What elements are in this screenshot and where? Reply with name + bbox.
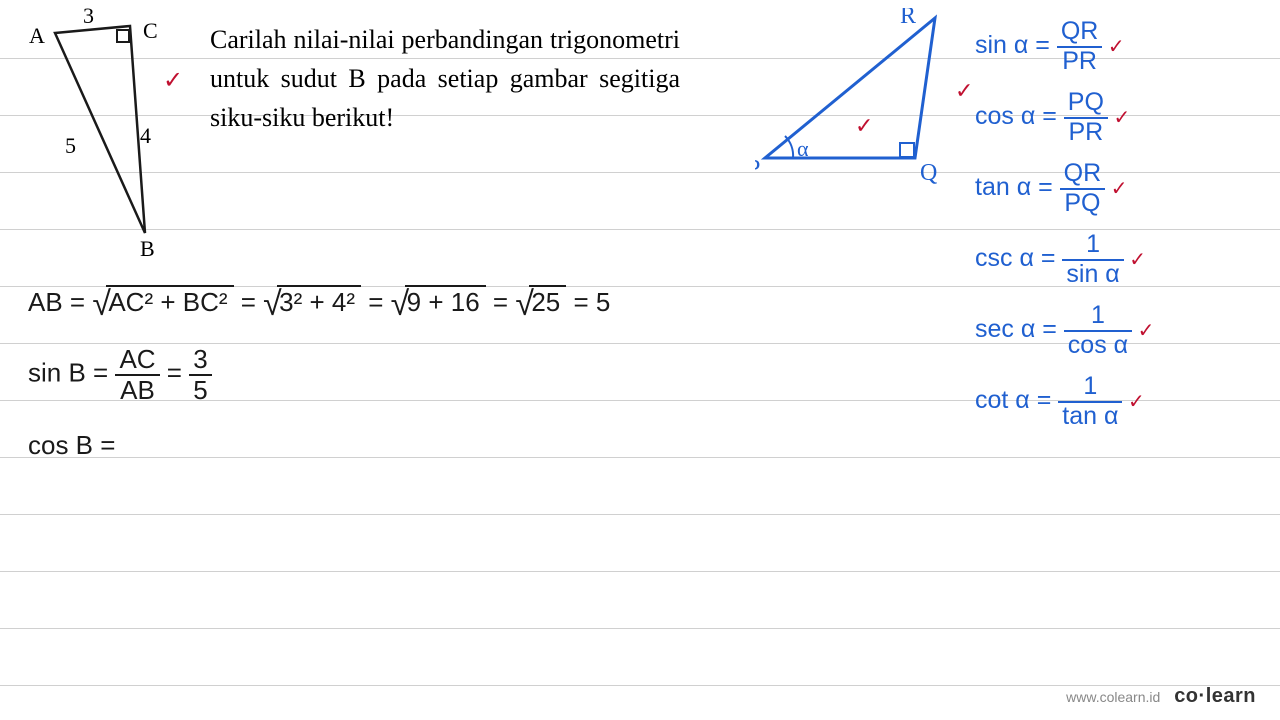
formula-row: cos α = PQPR ✓	[975, 89, 1154, 146]
svg-text:✓: ✓	[955, 78, 973, 103]
formula-row: sec α = 1cos α ✓	[975, 302, 1154, 359]
trig-formulas: sin α = QRPR ✓ cos α = PQPR ✓ tan α = QRPQ…	[975, 18, 1154, 444]
svg-text:α: α	[797, 136, 809, 161]
watermark-brand: co·learn	[1174, 685, 1256, 707]
watermark-url: www.colearn.id	[1066, 689, 1160, 705]
svg-text:B: B	[140, 236, 155, 258]
svg-text:4: 4	[140, 123, 151, 148]
work-line: cos B =	[28, 430, 115, 461]
svg-text:✓: ✓	[163, 67, 183, 94]
problem-statement: Carilah nilai-nilai perbandingan trigono…	[210, 20, 680, 137]
watermark: www.colearn.id co·learn	[1066, 685, 1256, 708]
formula-row: csc α = 1sin α ✓	[975, 231, 1154, 288]
svg-text:5: 5	[65, 133, 76, 158]
formula-row: cot α = 1tan α ✓	[975, 373, 1154, 430]
svg-text:P: P	[755, 156, 760, 182]
work-line: AB = AC² + BC² = 3² + 4² = 9 + 16 = 25 =…	[28, 285, 610, 318]
formula-row: sin α = QRPR ✓	[975, 18, 1154, 75]
svg-text:C: C	[143, 18, 158, 43]
svg-text:R: R	[900, 8, 916, 29]
svg-text:A: A	[29, 23, 45, 48]
svg-text:3: 3	[83, 8, 94, 28]
formula-row: tan α = QRPQ ✓	[975, 160, 1154, 217]
triangle-left-abc: A C B 3 4 5 ✓	[25, 8, 185, 263]
work-line: sin B = ACAB = 35	[28, 345, 212, 404]
svg-text:Q: Q	[920, 160, 937, 186]
svg-text:✓: ✓	[855, 113, 873, 138]
triangle-right-pqr: α P Q R ✓ ✓	[755, 8, 975, 193]
